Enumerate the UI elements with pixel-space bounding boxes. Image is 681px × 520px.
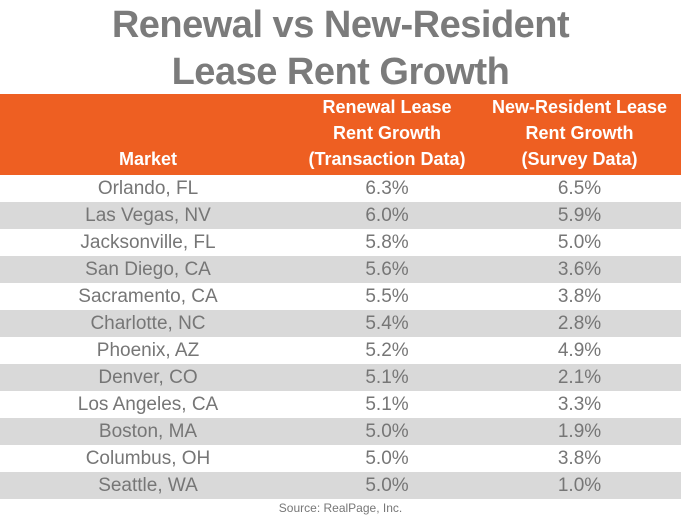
renewal-growth-cell: 6.0% xyxy=(296,202,478,229)
market-cell: Sacramento, CA xyxy=(78,286,218,307)
chart-title: Renewal vs New-Resident Lease Rent Growt… xyxy=(111,4,570,93)
new-resident-growth-cell: 6.5% xyxy=(557,178,602,199)
table-row: Jacksonville, FL 5.8% 5.0% xyxy=(0,229,681,256)
market-cell: Las Vegas, NV xyxy=(0,202,296,229)
header-renewal: Renewal Lease Rent Growth (Transaction D… xyxy=(296,94,478,175)
new-resident-growth-cell: 3.6% xyxy=(478,256,681,283)
market-cell: Phoenix, AZ xyxy=(96,340,200,361)
table-row: Sacramento, CA 5.5% 3.8% xyxy=(0,283,681,310)
renewal-growth-cell: 6.3% xyxy=(365,178,409,199)
header-new-resident: New-Resident Lease Rent Growth (Survey D… xyxy=(478,94,681,175)
market-cell: Orlando, FL xyxy=(97,178,199,199)
renewal-growth-cell: 5.5% xyxy=(365,286,409,307)
rent-growth-table: Market Renewal Lease Rent Growth (Transa… xyxy=(0,94,681,499)
new-resident-growth-cell: 1.0% xyxy=(478,472,681,499)
renewal-growth-cell: 5.6% xyxy=(296,256,478,283)
new-resident-growth-cell: 2.8% xyxy=(478,310,681,337)
new-resident-growth-cell: 3.3% xyxy=(557,394,602,415)
renewal-growth-cell: 5.0% xyxy=(365,448,409,469)
new-resident-growth-cell: 4.9% xyxy=(557,340,602,361)
table-row: Columbus, OH 5.0% 3.8% xyxy=(0,445,681,472)
new-resident-growth-cell: 5.9% xyxy=(478,202,681,229)
table-row: Orlando, FL 6.3% 6.5% xyxy=(0,175,681,202)
table-row: Phoenix, AZ 5.2% 4.9% xyxy=(0,337,681,364)
source-note: Source: RealPage, Inc. xyxy=(278,501,403,515)
market-cell: Boston, MA xyxy=(0,418,296,445)
renewal-growth-cell: 5.1% xyxy=(365,394,409,415)
new-resident-growth-cell: 1.9% xyxy=(478,418,681,445)
new-resident-growth-cell: 3.8% xyxy=(557,448,602,469)
header-row: Market Renewal Lease Rent Growth (Transa… xyxy=(0,94,681,175)
market-cell: San Diego, CA xyxy=(0,256,296,283)
renewal-growth-cell: 5.0% xyxy=(296,472,478,499)
market-cell: Jacksonville, FL xyxy=(80,232,216,253)
market-cell: Los Angeles, CA xyxy=(77,394,219,415)
renewal-growth-cell: 5.1% xyxy=(296,364,478,391)
table-row: Las Vegas, NV 6.0% 5.9% xyxy=(0,202,681,229)
header-market: Market xyxy=(0,94,296,175)
renewal-growth-cell: 5.8% xyxy=(365,232,409,253)
table-body: Orlando, FL 6.3% 6.5% Las Vegas, NV 6.0% 5.9%… xyxy=(0,175,681,499)
table-row: Los Angeles, CA 5.1% 3.3% xyxy=(0,391,681,418)
market-cell: Denver, CO xyxy=(0,364,296,391)
new-resident-growth-cell: 3.8% xyxy=(557,286,602,307)
market-cell: Seattle, WA xyxy=(0,472,296,499)
new-resident-growth-cell: 2.1% xyxy=(478,364,681,391)
new-resident-growth-cell: 5.0% xyxy=(557,232,602,253)
renewal-growth-cell: 5.4% xyxy=(296,310,478,337)
table-row: Denver, CO 5.1% 2.1% xyxy=(0,364,681,391)
table-row: Charlotte, NC 5.4% 2.8% xyxy=(0,310,681,337)
renewal-growth-cell: 5.0% xyxy=(296,418,478,445)
table-row: Boston, MA 5.0% 1.9% xyxy=(0,418,681,445)
table-row: San Diego, CA 5.6% 3.6% xyxy=(0,256,681,283)
market-cell: Charlotte, NC xyxy=(0,310,296,337)
table-row: Seattle, WA 5.0% 1.0% xyxy=(0,472,681,499)
renewal-growth-cell: 5.2% xyxy=(365,340,409,361)
market-cell: Columbus, OH xyxy=(85,448,211,469)
